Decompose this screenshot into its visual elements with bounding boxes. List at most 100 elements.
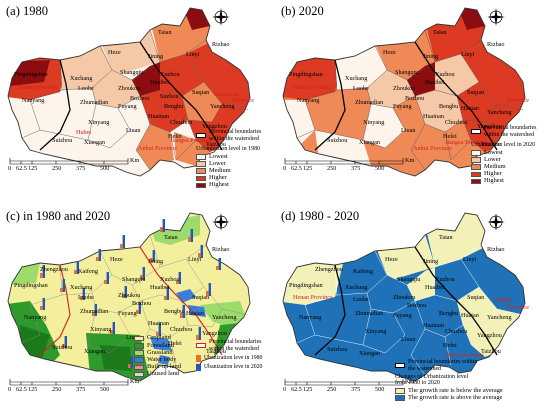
boundary-swatch — [196, 342, 206, 349]
legend-label: Lowest — [209, 152, 228, 160]
bar-1980-swatch — [196, 355, 201, 363]
legend-swatch — [134, 342, 144, 349]
panel-d-title: (d) 1980 - 2020 — [281, 209, 360, 223]
compass-icon — [212, 8, 230, 26]
place-label: Zhoukou — [393, 85, 416, 92]
legend-label: Medium — [484, 162, 506, 170]
scale-tick: 62.5 — [291, 165, 302, 172]
legend-label: Unused land — [147, 370, 180, 378]
place-label: Taian — [439, 234, 453, 241]
place-label: Bozhou — [132, 300, 152, 307]
place-label: Liuan — [126, 127, 141, 134]
place-label: Kaifeng — [78, 268, 98, 275]
place-label: Henan Province — [18, 84, 58, 91]
legend-item: Ubanization leve in 1980 — [196, 355, 274, 363]
scale-unit: Km — [405, 378, 415, 385]
place-label: Xinyang — [88, 119, 110, 126]
place-label: Hubei — [76, 129, 92, 136]
place-label: Huaibei — [425, 79, 445, 86]
legend-item: Lowest — [471, 149, 549, 156]
legend-swatch — [395, 395, 405, 401]
scale-tick: 375 — [351, 386, 361, 393]
scale-tick: 500 — [100, 165, 110, 172]
legend-swatch — [395, 388, 405, 394]
place-label: Jiangsu — [493, 296, 512, 303]
place-label: Huaian — [461, 312, 479, 319]
scale-tick: 125 — [303, 386, 313, 393]
scale-bar-graphic — [9, 379, 129, 386]
panel-b-title: (b) 2020 — [281, 4, 324, 18]
place-label: Henan Province — [293, 84, 333, 91]
scale-tick: 500 — [375, 165, 385, 172]
scale-tick: 375 — [76, 386, 86, 393]
place-label: Jiangsu Province — [170, 137, 213, 144]
place-label: Hefei — [168, 340, 182, 347]
legend-swatch — [471, 149, 481, 156]
place-label: Shangqiu — [397, 276, 421, 283]
legend-item: Medium — [471, 162, 549, 171]
boundary-legend: Provincial boundaries within the watersh… — [395, 359, 545, 372]
scale-bar: 0 62.5 125 250 375 500 Km — [283, 156, 433, 178]
place-label: Suqian — [467, 89, 485, 96]
place-label: Huainan — [148, 113, 169, 120]
panel-c-boundary-legend: Provincial boundaries within the watersh… — [196, 339, 274, 372]
place-label: Chuzhou — [170, 326, 193, 333]
legend-item: Water body — [134, 356, 194, 364]
legend-label: Highest — [484, 177, 504, 185]
boundary-legend: Provincial boundaries within the watersh… — [471, 125, 549, 138]
place-label: Bozhou — [405, 95, 425, 102]
place-label: Pingdingshan — [14, 71, 48, 78]
place-label: Pingdingshan — [289, 71, 323, 78]
panel-d-legend: Provincial boundaries within the watersh… — [395, 359, 545, 402]
place-label: Zhoukou — [118, 292, 141, 299]
panel-b-map-canvas — [282, 7, 526, 177]
boundary-label: Provincial boundaries within the watersh… — [209, 339, 262, 352]
place-label: Suizhou — [327, 346, 348, 353]
scale-tick: 0 — [8, 386, 12, 393]
boundary-label: Provincial boundaries within the watersh… — [408, 359, 478, 372]
scale-tick: 375 — [76, 165, 86, 172]
place-label: Shangqiu — [122, 276, 146, 283]
place-label: Shandong — [214, 91, 239, 98]
boundary-legend: Provincial boundaries within the watersh… — [196, 339, 274, 352]
place-label: Province — [507, 304, 529, 311]
place-label: Yangzhou — [202, 330, 227, 337]
place-label: Linyi — [463, 256, 477, 263]
legend-label: The growth rate is above the average — [408, 393, 503, 401]
scale-tick: 250 — [52, 165, 62, 172]
place-label: Fuyang — [118, 310, 137, 317]
legend-item: Medium — [196, 166, 274, 175]
scale-tick: 500 — [375, 386, 385, 393]
place-label: Jining — [423, 53, 439, 60]
place-label: Yangzhou — [202, 123, 227, 130]
legend-swatch — [196, 153, 206, 160]
place-label: Bengbu — [439, 310, 459, 317]
place-label: Luohe — [78, 85, 94, 92]
panel-d-map: (d) 1980 - 2020 Taian Rizhao Heze Jining… — [275, 205, 550, 409]
place-label: Yangzhou — [477, 332, 502, 339]
place-label: Suizhou — [52, 344, 73, 351]
panel-c-map-canvas — [7, 212, 251, 382]
place-label: Hubei Province — [445, 352, 484, 359]
place-label: Luohe — [78, 294, 94, 301]
place-label: Suqian — [192, 89, 210, 96]
panel-b-map: (b) 2020 Taian Rizhao Heze Jining Linyi … — [275, 0, 550, 204]
place-label: Kaifeng — [353, 268, 373, 275]
legend-swatch — [471, 171, 481, 178]
place-label: Yangzhou — [477, 123, 502, 130]
place-label: Suqian — [467, 294, 485, 301]
place-label: Henan Province — [293, 294, 333, 301]
place-label: Zhumadian — [80, 308, 109, 315]
place-label: Liuan — [126, 334, 140, 341]
place-label: Rizhao — [212, 246, 230, 253]
legend-swatch — [134, 364, 144, 371]
place-label: Rizhao — [487, 246, 505, 253]
scale-tick: 62.5 — [291, 386, 302, 393]
place-label: Jining — [148, 53, 164, 60]
legend-label: Lower — [209, 159, 226, 167]
place-label: Huaian — [461, 105, 479, 112]
scale-bar-graphic — [9, 158, 129, 165]
place-label: Zhumadian — [355, 310, 384, 317]
urbanization-bars — [40, 219, 221, 368]
legend-label: Medium — [209, 166, 231, 174]
